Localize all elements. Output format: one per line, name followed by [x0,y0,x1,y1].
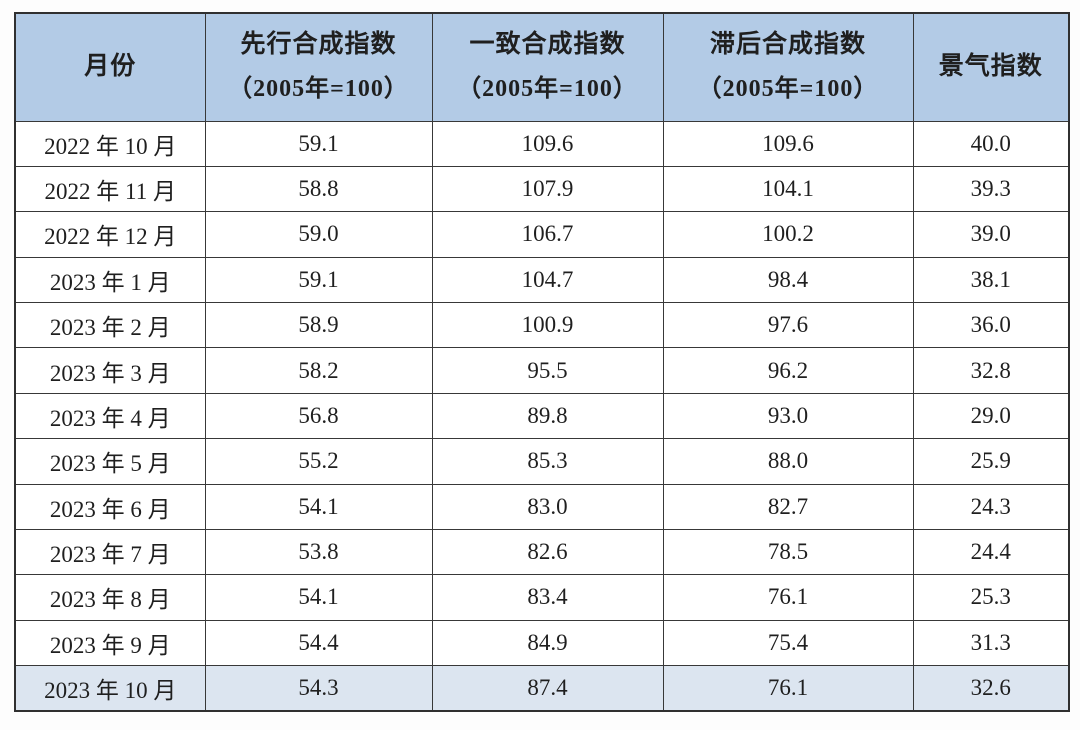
month-cell: 2023 年 7 月 [14,528,206,576]
lagging-index-cell: 97.6 [662,301,914,349]
column-header-label: 月份 [84,52,137,80]
coincident-index-cell: 84.9 [431,619,664,667]
lagging-index-cell: 78.5 [662,528,914,576]
table-row: 2023 年 2 月 58.9 100.9 97.6 36.0 [14,301,1070,349]
table-row: 2022 年 11 月 58.8 107.9 104.1 39.3 [14,165,1070,213]
table-row: 2023 年 4 月 56.8 89.8 93.0 29.0 [14,392,1070,440]
lagging-index-cell: 100.2 [662,211,914,258]
coincident-index-cell: 104.7 [431,256,664,304]
prosperity-index-cell: 24.3 [912,483,1070,530]
prosperity-index-cell: 39.3 [912,165,1070,213]
month-cell: 2023 年 9 月 [14,619,206,667]
column-header-sublabel: （2005年=100） [457,75,638,102]
leading-index-cell: 59.0 [204,211,433,258]
month-cell: 2022 年 11 月 [14,165,206,213]
lagging-index-cell: 88.0 [662,438,914,485]
column-header-label: 景气指数 [938,52,1043,80]
table-row: 2023 年 3 月 58.2 95.5 96.2 32.8 [14,347,1070,394]
lagging-index-cell: 93.0 [662,392,914,440]
table-header: 月份 先行合成指数 （2005年=100） 一致合成指数 （2005年=100）… [14,12,1070,122]
header-row: 月份 先行合成指数 （2005年=100） 一致合成指数 （2005年=100）… [14,12,1070,122]
table-row: 2023 年 6 月 54.1 83.0 82.7 24.3 [14,483,1070,530]
leading-index-cell: 59.1 [204,256,433,304]
table-row: 2022 年 10 月 59.1 109.6 109.6 40.0 [14,120,1070,167]
coincident-index-cell: 82.6 [431,528,664,576]
leading-index-cell: 54.4 [204,619,433,667]
prosperity-index-cell: 25.9 [912,438,1070,485]
column-header-prosperity-index: 景气指数 [912,12,1070,122]
month-cell: 2023 年 1 月 [14,256,206,304]
prosperity-index-cell: 36.0 [912,301,1070,349]
table-row: 2023 年 5 月 55.2 85.3 88.0 25.9 [14,438,1070,485]
month-cell: 2023 年 10 月 [14,665,206,712]
prosperity-index-cell: 29.0 [912,392,1070,440]
lagging-index-cell: 76.1 [662,665,914,712]
leading-index-cell: 54.3 [204,665,433,712]
month-cell: 2023 年 4 月 [14,392,206,440]
prosperity-index-cell: 40.0 [912,120,1070,167]
prosperity-index-cell: 31.3 [912,619,1070,667]
coincident-index-cell: 89.8 [431,392,664,440]
composite-index-table: 月份 先行合成指数 （2005年=100） 一致合成指数 （2005年=100）… [14,12,1070,712]
prosperity-index-cell: 32.6 [912,665,1070,712]
lagging-index-cell: 96.2 [662,347,914,394]
leading-index-cell: 58.2 [204,347,433,394]
table-row: 2023 年 7 月 53.8 82.6 78.5 24.4 [14,528,1070,576]
lagging-index-cell: 75.4 [662,619,914,667]
table-body: 2022 年 10 月 59.1 109.6 109.6 40.0 2022 年 11 月… [14,120,1070,712]
lagging-index-cell: 76.1 [662,574,914,621]
coincident-index-cell: 87.4 [431,665,664,712]
column-header-month: 月份 [14,12,206,122]
column-header-coincident-index: 一致合成指数 （2005年=100） [431,12,664,122]
column-header-sublabel: （2005年=100） [228,75,409,102]
table-row: 2023 年 9 月 54.4 84.9 75.4 31.3 [14,619,1070,667]
month-cell: 2023 年 3 月 [14,347,206,394]
coincident-index-cell: 106.7 [431,211,664,258]
coincident-index-cell: 83.0 [431,483,664,530]
leading-index-cell: 54.1 [204,483,433,530]
coincident-index-cell: 83.4 [431,574,664,621]
coincident-index-cell: 100.9 [431,301,664,349]
leading-index-cell: 54.1 [204,574,433,621]
leading-index-cell: 55.2 [204,438,433,485]
column-header-leading-index: 先行合成指数 （2005年=100） [204,12,433,122]
column-header-label: 一致合成指数 [469,31,626,59]
month-cell: 2023 年 6 月 [14,483,206,530]
lagging-index-cell: 98.4 [662,256,914,304]
coincident-index-cell: 85.3 [431,438,664,485]
lagging-index-cell: 104.1 [662,165,914,213]
prosperity-index-cell: 24.4 [912,528,1070,576]
lagging-index-cell: 109.6 [662,120,914,167]
month-cell: 2023 年 2 月 [14,301,206,349]
month-cell: 2022 年 10 月 [14,120,206,167]
prosperity-index-cell: 25.3 [912,574,1070,621]
table-row: 2023 年 1 月 59.1 104.7 98.4 38.1 [14,256,1070,304]
leading-index-cell: 59.1 [204,120,433,167]
column-header-lagging-index: 滞后合成指数 （2005年=100） [662,12,914,122]
coincident-index-cell: 95.5 [431,347,664,394]
table-row: 2023 年 10 月 54.3 87.4 76.1 32.6 [14,665,1070,712]
prosperity-index-cell: 39.0 [912,211,1070,258]
month-cell: 2022 年 12 月 [14,211,206,258]
leading-index-cell: 56.8 [204,392,433,440]
column-header-sublabel: （2005年=100） [697,75,879,102]
column-header-label: 先行合成指数 [240,31,397,59]
prosperity-index-cell: 32.8 [912,347,1070,394]
coincident-index-cell: 109.6 [431,120,664,167]
month-cell: 2023 年 8 月 [14,574,206,621]
table-row: 2023 年 8 月 54.1 83.4 76.1 25.3 [14,574,1070,621]
leading-index-cell: 58.8 [204,165,433,213]
leading-index-cell: 58.9 [204,301,433,349]
column-header-label: 滞后合成指数 [709,31,866,59]
lagging-index-cell: 82.7 [662,483,914,530]
prosperity-index-cell: 38.1 [912,256,1070,304]
leading-index-cell: 53.8 [204,528,433,576]
month-cell: 2023 年 5 月 [14,438,206,485]
table-row: 2022 年 12 月 59.0 106.7 100.2 39.0 [14,211,1070,258]
coincident-index-cell: 107.9 [431,165,664,213]
